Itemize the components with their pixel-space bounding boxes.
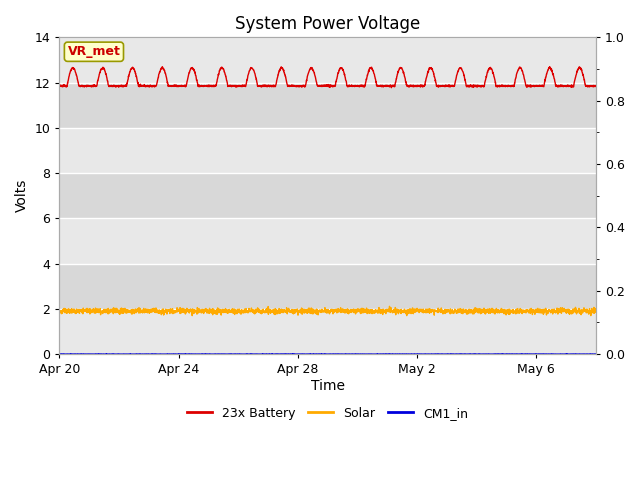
23x Battery <box>108 84 115 89</box>
Bar <box>60 264 596 309</box>
23x Battery <box>250 68 258 74</box>
23x Battery <box>140 83 148 89</box>
CM1_in <box>345 351 353 357</box>
Line: 23x Battery: 23x Battery <box>60 67 596 88</box>
Bar <box>60 128 596 173</box>
23x Battery <box>592 83 600 89</box>
Bar <box>60 173 596 218</box>
Text: VR_met: VR_met <box>67 45 120 58</box>
Line: Solar: Solar <box>60 306 596 316</box>
23x Battery <box>546 64 554 70</box>
Solar <box>140 305 148 311</box>
23x Battery <box>175 83 182 89</box>
Bar <box>60 37 596 83</box>
Bar <box>60 83 596 128</box>
CM1_in <box>56 351 63 357</box>
CM1_in <box>523 351 531 357</box>
23x Battery <box>388 85 396 91</box>
CM1_in <box>592 351 600 357</box>
CM1_in <box>175 351 182 357</box>
23x Battery <box>345 83 353 88</box>
23x Battery <box>523 84 531 90</box>
Legend: 23x Battery, Solar, CM1_in: 23x Battery, Solar, CM1_in <box>182 402 473 424</box>
Solar <box>250 308 258 313</box>
Solar <box>386 303 394 309</box>
CM1_in <box>447 351 455 357</box>
CM1_in <box>250 351 258 357</box>
Solar <box>523 309 531 314</box>
Y-axis label: Volts: Volts <box>15 179 29 213</box>
Title: System Power Voltage: System Power Voltage <box>235 15 420 33</box>
CM1_in <box>140 351 148 357</box>
CM1_in <box>108 351 115 357</box>
Solar <box>56 310 63 316</box>
X-axis label: Time: Time <box>310 379 345 393</box>
Solar <box>188 313 196 319</box>
Solar <box>175 307 182 312</box>
Solar <box>108 308 115 313</box>
Bar <box>60 309 596 354</box>
Bar <box>60 218 596 264</box>
Solar <box>345 307 353 312</box>
Solar <box>592 307 600 312</box>
23x Battery <box>56 83 63 89</box>
CM1_in <box>57 351 65 357</box>
